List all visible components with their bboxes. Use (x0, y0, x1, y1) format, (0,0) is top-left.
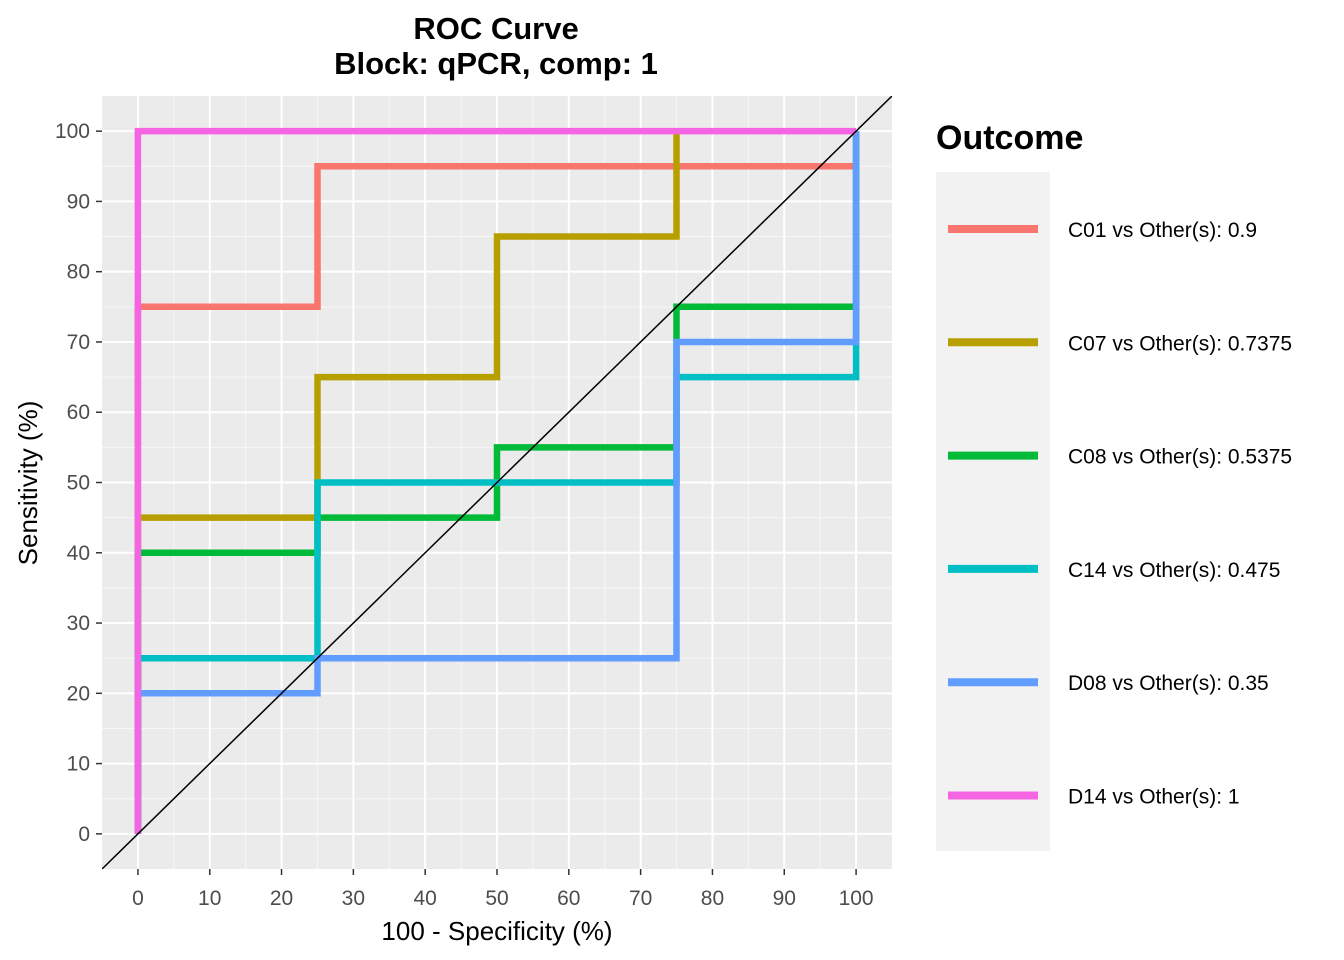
y-tick-label: 40 (67, 542, 90, 565)
series-line-2 (134, 131, 680, 834)
legend-title: Outcome (936, 119, 1083, 157)
y-tick-label: 70 (67, 331, 90, 354)
x-tick-label: 60 (557, 887, 580, 910)
legend-label: C07 vs Other(s): 0.7375 (1068, 332, 1292, 355)
y-axis-ticks: 0 10 20 30 40 50 60 70 80 90 100 (55, 120, 102, 846)
y-tick-label: 100 (55, 120, 90, 143)
y-tick-label: 10 (67, 753, 90, 776)
y-tick-label: 90 (67, 190, 90, 213)
x-tick-label: 0 (132, 887, 144, 910)
legend-item: C07 vs Other(s): 0.7375 (948, 332, 1292, 355)
x-tick-label: 80 (701, 887, 724, 910)
legend-item: C14 vs Other(s): 0.475 (948, 559, 1280, 582)
x-axis-title: 100 - Specificity (%) (381, 916, 612, 946)
legend-item: C01 vs Other(s): 0.9 (948, 219, 1257, 242)
x-tick-label: 30 (342, 887, 365, 910)
x-tick-label: 100 (839, 887, 874, 910)
legend: C01 vs Other(s): 0.9 C07 vs Other(s): 0.7… (948, 219, 1292, 809)
x-tick-label: 20 (270, 887, 293, 910)
x-tick-label: 40 (414, 887, 437, 910)
y-tick-label: 60 (67, 401, 90, 424)
chart-subtitle: Block: qPCR, comp: 1 (334, 46, 658, 81)
legend-item: D08 vs Other(s): 0.35 (948, 672, 1269, 695)
legend-label: D08 vs Other(s): 0.35 (1068, 672, 1269, 695)
legend-key-background (936, 172, 1050, 851)
series-line-6 (134, 127, 857, 834)
y-tick-label: 80 (67, 261, 90, 284)
x-tick-label: 10 (198, 887, 221, 910)
x-tick-label: 90 (773, 887, 796, 910)
y-tick-label: 20 (67, 682, 90, 705)
reference-diagonal (102, 96, 892, 869)
x-tick-label: 50 (485, 887, 508, 910)
series-line-5 (134, 131, 860, 834)
y-axis-title: Sensitivity (%) (13, 401, 43, 566)
legend-label: C01 vs Other(s): 0.9 (1068, 219, 1257, 242)
x-tick-label: 70 (629, 887, 652, 910)
chart-title: ROC Curve (413, 11, 578, 46)
y-tick-label: 30 (67, 612, 90, 635)
x-axis-ticks: 0 10 20 30 40 50 60 70 80 90 100 (132, 869, 874, 910)
legend-label: D14 vs Other(s): 1 (1068, 786, 1240, 809)
legend-item: D14 vs Other(s): 1 (948, 786, 1240, 809)
legend-label: C08 vs Other(s): 0.5375 (1068, 446, 1292, 469)
legend-item: C08 vs Other(s): 0.5375 (948, 446, 1292, 469)
legend-label: C14 vs Other(s): 0.475 (1068, 559, 1280, 582)
y-tick-label: 50 (67, 472, 90, 495)
reference-layer (102, 96, 892, 869)
y-tick-label: 0 (78, 823, 90, 846)
